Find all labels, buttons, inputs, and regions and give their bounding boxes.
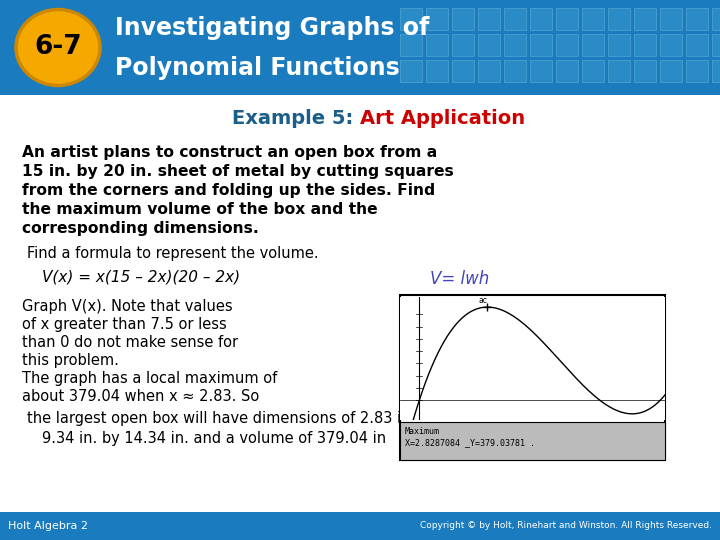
Text: Copyright © by Holt, Rinehart and Winston. All Rights Reserved.: Copyright © by Holt, Rinehart and Winsto… <box>420 522 712 530</box>
Text: V= lwh: V= lwh <box>430 270 490 288</box>
Bar <box>634 34 656 56</box>
Text: 6-7: 6-7 <box>34 35 82 60</box>
Text: 3.: 3. <box>412 428 423 441</box>
Bar <box>582 34 604 56</box>
Bar <box>712 8 720 30</box>
Text: the largest open box will have dimensions of 2.83 in. by: the largest open box will have dimension… <box>27 411 438 426</box>
Bar <box>478 8 500 30</box>
Bar <box>530 34 552 56</box>
Text: Graph V(x). Note that values: Graph V(x). Note that values <box>22 299 233 314</box>
Text: Art Application: Art Application <box>360 110 525 129</box>
Bar <box>504 60 526 82</box>
Bar <box>0 0 720 95</box>
Bar <box>686 60 708 82</box>
Bar <box>400 422 665 460</box>
Bar <box>660 60 682 82</box>
Text: about 379.04 when x ≈ 2.83. So: about 379.04 when x ≈ 2.83. So <box>22 389 259 404</box>
Text: from the corners and folding up the sides. Find: from the corners and folding up the side… <box>22 183 435 198</box>
Bar <box>608 60 630 82</box>
Bar <box>400 8 422 30</box>
Bar <box>582 60 604 82</box>
Bar <box>504 34 526 56</box>
Bar <box>556 60 578 82</box>
Text: ac: ac <box>478 295 487 305</box>
Text: An artist plans to construct an open box from a: An artist plans to construct an open box… <box>22 145 437 160</box>
Bar <box>712 34 720 56</box>
Bar <box>478 60 500 82</box>
Text: Example 5:: Example 5: <box>232 110 360 129</box>
Bar <box>530 60 552 82</box>
Text: V(x) = x(15 – 2x)(20 – 2x): V(x) = x(15 – 2x)(20 – 2x) <box>42 270 240 285</box>
Bar <box>426 34 448 56</box>
Bar <box>426 60 448 82</box>
Bar <box>582 8 604 30</box>
Bar <box>504 8 526 30</box>
Text: Maximum: Maximum <box>405 427 440 436</box>
Text: than 0 do not make sense for: than 0 do not make sense for <box>22 335 238 350</box>
Bar <box>686 34 708 56</box>
Ellipse shape <box>16 10 100 85</box>
Bar <box>452 60 474 82</box>
Bar <box>400 34 422 56</box>
Text: corresponding dimensions.: corresponding dimensions. <box>22 221 259 236</box>
Bar <box>686 8 708 30</box>
Text: of x greater than 7.5 or less: of x greater than 7.5 or less <box>22 317 227 332</box>
Bar <box>634 8 656 30</box>
Bar <box>660 8 682 30</box>
Bar <box>530 8 552 30</box>
Bar <box>426 8 448 30</box>
Text: 9.34 in. by 14.34 in. and a volume of 379.04 in: 9.34 in. by 14.34 in. and a volume of 37… <box>42 431 386 446</box>
Bar <box>400 295 665 460</box>
Text: Investigating Graphs of: Investigating Graphs of <box>115 17 429 40</box>
Bar <box>660 34 682 56</box>
Bar <box>400 60 422 82</box>
Bar <box>712 60 720 82</box>
Bar <box>556 8 578 30</box>
Text: Holt Algebra 2: Holt Algebra 2 <box>8 521 88 531</box>
Text: 15 in. by 20 in. sheet of metal by cutting squares: 15 in. by 20 in. sheet of metal by cutti… <box>22 164 454 179</box>
Text: the maximum volume of the box and the: the maximum volume of the box and the <box>22 202 377 217</box>
Bar <box>0 512 720 540</box>
Bar <box>634 60 656 82</box>
Text: The graph has a local maximum of: The graph has a local maximum of <box>22 371 277 386</box>
Bar <box>452 34 474 56</box>
Text: this problem.: this problem. <box>22 353 119 368</box>
Bar <box>608 34 630 56</box>
Text: Find a formula to represent the volume.: Find a formula to represent the volume. <box>27 246 319 261</box>
Bar <box>478 34 500 56</box>
Bar <box>556 34 578 56</box>
Bar <box>608 8 630 30</box>
Text: X=2.8287084 _Y=379.03781 .: X=2.8287084 _Y=379.03781 . <box>405 438 535 447</box>
Bar <box>452 8 474 30</box>
Text: Polynomial Functions: Polynomial Functions <box>115 56 400 80</box>
